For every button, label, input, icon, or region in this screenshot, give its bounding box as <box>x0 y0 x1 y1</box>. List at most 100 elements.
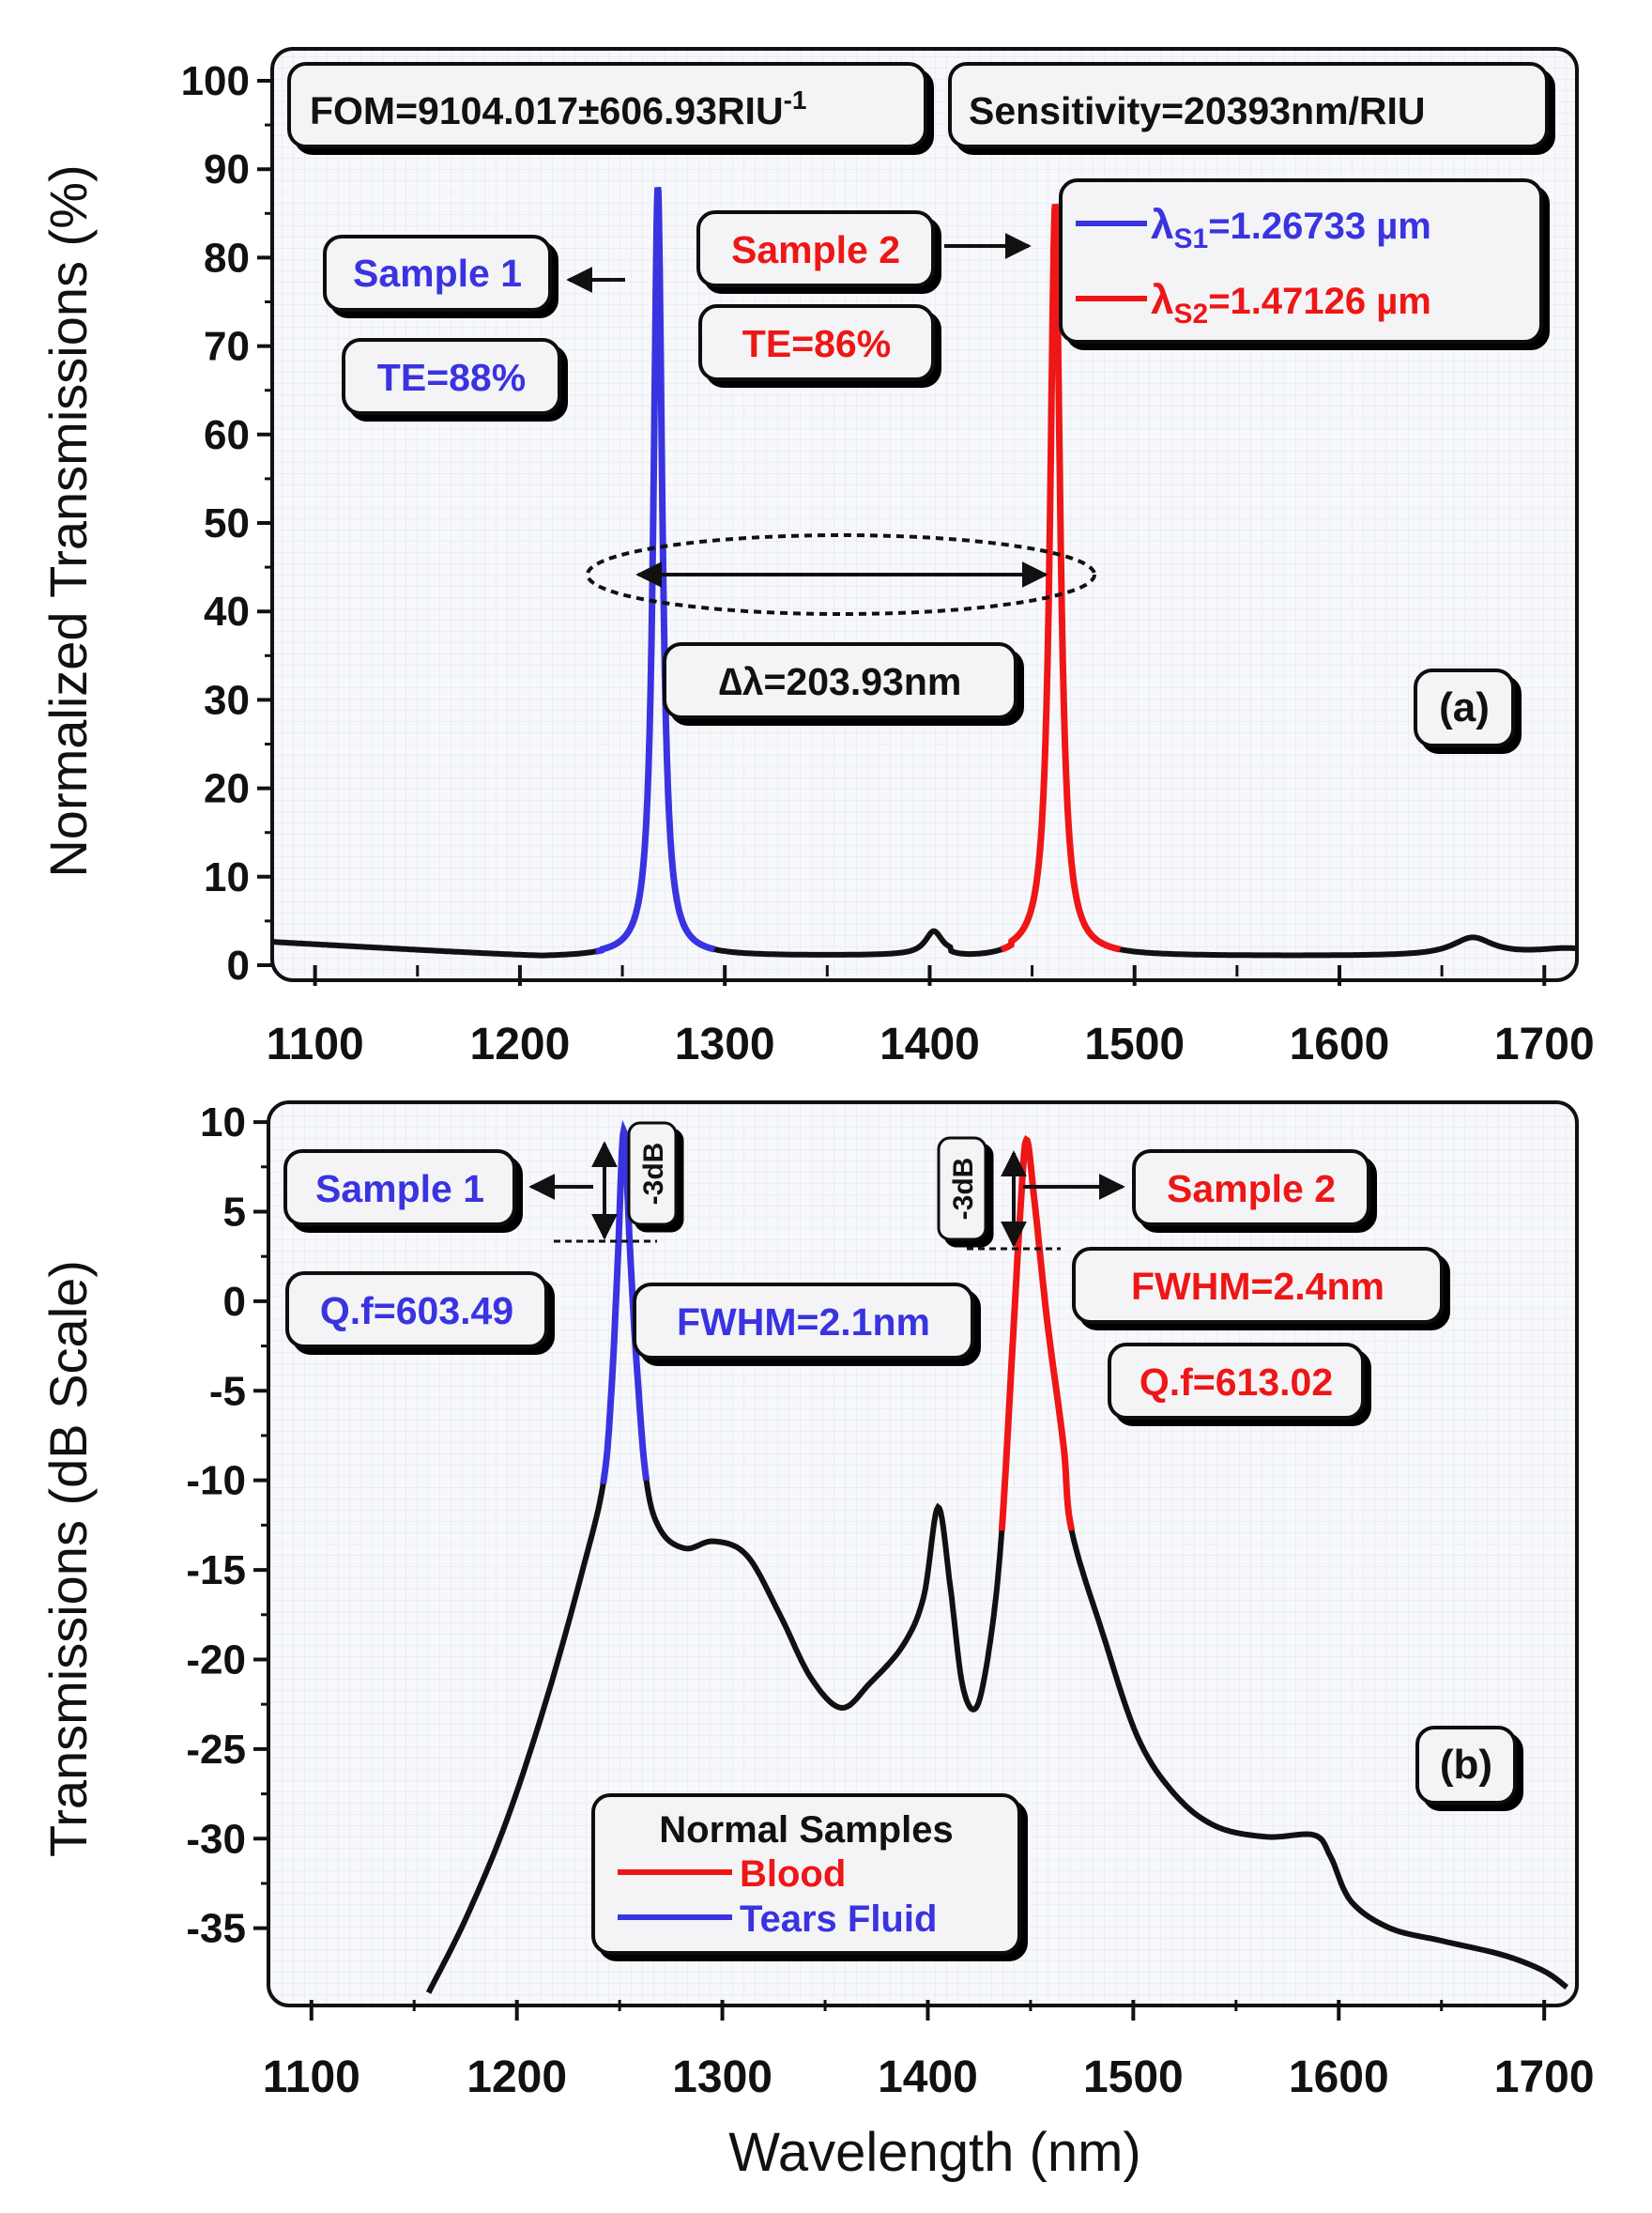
panel-b-x-ticks: 1100 1200 1300 1400 1500 1600 1700 <box>263 2000 1595 2102</box>
y-tick-label: 0 <box>223 1279 246 1325</box>
y-tick-label: 80 <box>204 235 250 281</box>
fwhm1-box: FWHM=2.1nm <box>633 1283 974 1360</box>
te2-box: TE=86% <box>698 304 935 381</box>
panel-a-ylabel: Normalized Transmissions (%) <box>38 164 98 877</box>
x-tick-label: 1100 <box>263 2052 360 2102</box>
x-tick-label: 1300 <box>672 2052 772 2102</box>
legend-blood-label: Blood <box>740 1853 846 1895</box>
panel-a-sample2-label: Sample 2 <box>731 228 900 271</box>
y-tick-label: 40 <box>204 589 250 635</box>
qf2-text: Q.f=613.02 <box>1140 1360 1333 1404</box>
y-tick-label: -10 <box>186 1458 246 1504</box>
x-tick-label: 1200 <box>470 1020 571 1069</box>
panel-a-sample1-label: Sample 1 <box>353 252 522 295</box>
delta-box: ∆λ=203.93nm <box>663 642 1017 719</box>
y-tick-label: 50 <box>204 500 250 546</box>
x-tick-label: 1500 <box>1084 1020 1185 1069</box>
qf1-box: Q.f=603.49 <box>285 1271 548 1348</box>
panel-a-black-curve <box>274 189 1575 959</box>
x-tick-label: 1700 <box>1494 1020 1595 1069</box>
qf2-box: Q.f=613.02 <box>1108 1343 1365 1420</box>
legend-s2-sub: S2 <box>1173 299 1208 330</box>
fwhm2-box: FWHM=2.4nm <box>1072 1247 1444 1324</box>
panel-b-ylabel: Transmissions (dB Scale) <box>38 1260 98 1857</box>
qf1-text: Q.f=603.49 <box>320 1289 513 1332</box>
x-tick-label: 1600 <box>1290 1020 1390 1069</box>
sensitivity-text: Sensitivity=20393nm/RIU <box>969 89 1426 132</box>
y-tick-label: 0 <box>227 943 250 989</box>
panel-b-blood-peak <box>998 1134 1076 1531</box>
x-tick-label: 1700 <box>1494 2052 1595 2102</box>
fom-text: FOM=9104.017±606.93RIU <box>310 89 784 132</box>
db3-right-box: -3dB <box>937 1136 987 1241</box>
panel-a-blood-peak <box>1000 204 1122 953</box>
panel-a-sample1-box: Sample 1 <box>323 235 552 312</box>
panel-a-y-ticks: 0 10 20 30 40 50 60 70 80 90 100 <box>181 58 274 989</box>
panel-a-label-box: (a) <box>1414 669 1515 747</box>
panel-b-label-box: (b) <box>1415 1726 1517 1805</box>
y-tick-label: -20 <box>186 1637 246 1683</box>
panel-b-sample2-box: Sample 2 <box>1132 1149 1370 1226</box>
svg-text:λS1=1.26733 µm: λS1=1.26733 µm <box>1151 202 1431 254</box>
y-tick-label: -15 <box>186 1547 246 1593</box>
legend-s1-lambda: λ <box>1151 202 1173 248</box>
y-tick-label: -25 <box>186 1727 246 1773</box>
svg-text:λS2=1.47126 µm: λS2=1.47126 µm <box>1151 277 1431 330</box>
x-tick-label: 1200 <box>467 2052 567 2102</box>
panel-b-xlabel: Wavelength (nm) <box>728 2122 1140 2183</box>
panel-b-legend: Normal Samples Blood Tears Fluid <box>591 1793 1021 1955</box>
te1-text: TE=88% <box>377 356 526 399</box>
panel-b-sample1-label: Sample 1 <box>315 1167 484 1210</box>
x-tick-label: 1300 <box>675 1020 775 1069</box>
fwhm1-text: FWHM=2.1nm <box>677 1300 930 1344</box>
sensitivity-box: Sensitivity=20393nm/RIU <box>948 62 1549 148</box>
te2-text: TE=86% <box>742 322 891 365</box>
y-tick-label: 70 <box>204 324 250 370</box>
y-tick-label: 100 <box>181 58 250 104</box>
y-tick-label: 20 <box>204 766 250 812</box>
delta-text: ∆λ=203.93nm <box>719 660 962 703</box>
panel-b-y-ticks: 10 5 0 -5 -10 -15 -20 -25 -30 -35 <box>186 1099 270 1952</box>
legend-s1-sub: S1 <box>1173 223 1208 254</box>
db3-left-text: -3dB <box>638 1143 669 1206</box>
y-tick-label: 60 <box>204 412 250 458</box>
x-tick-label: 1400 <box>878 2052 978 2102</box>
panel-a-label: (a) <box>1439 684 1490 730</box>
x-tick-label: 1400 <box>880 1020 980 1069</box>
fwhm2-text: FWHM=2.4nm <box>1131 1265 1384 1308</box>
svg-text:FOM=9104.017±606.93RIU-1: FOM=9104.017±606.93RIU-1 <box>310 85 806 132</box>
panel-a: Normalized Transmissions (%) 0 10 20 30 40 50… <box>38 47 1595 1069</box>
panel-a-sample2-box: Sample 2 <box>696 210 935 287</box>
panel-b-tears-fluid-peak <box>600 1119 650 1485</box>
delta-ellipse <box>586 533 1096 616</box>
fom-box: FOM=9104.017±606.93RIU-1 <box>287 62 927 148</box>
y-tick-label: 10 <box>204 854 250 900</box>
panel-b: Transmissions (dB Scale) Wavelength (nm)… <box>38 1099 1595 2183</box>
panel-a-tears-fluid-peak <box>595 186 716 955</box>
legend-s2-value: =1.47126 µm <box>1208 281 1431 322</box>
panel-a-legend: λS1=1.26733 µm λS2=1.47126 µm <box>1059 178 1543 344</box>
y-tick-label: 5 <box>223 1189 246 1235</box>
panel-a-x-ticks: 1100 1200 1300 1400 1500 1600 1700 <box>267 965 1595 1069</box>
panel-b-sample1-box: Sample 1 <box>283 1149 516 1226</box>
legend-title: Normal Samples <box>659 1809 953 1851</box>
y-tick-label: -30 <box>186 1816 246 1862</box>
panel-b-label: (b) <box>1440 1742 1492 1788</box>
y-tick-label: 30 <box>204 677 250 723</box>
y-tick-label: 10 <box>200 1099 246 1145</box>
db3-left-box: -3dB <box>627 1121 678 1226</box>
panel-b-sample2-label: Sample 2 <box>1167 1167 1336 1210</box>
legend-s2-lambda: λ <box>1151 277 1173 323</box>
x-tick-label: 1100 <box>267 1020 364 1069</box>
x-tick-label: 1500 <box>1083 2052 1184 2102</box>
panel-b-grid <box>270 1104 1575 2004</box>
y-tick-label: 90 <box>204 146 250 192</box>
legend-tears-label: Tears Fluid <box>740 1898 937 1940</box>
te1-box: TE=88% <box>342 338 561 415</box>
fom-superscript: -1 <box>784 85 807 115</box>
db3-right-text: -3dB <box>948 1158 979 1221</box>
y-tick-label: -35 <box>186 1906 246 1952</box>
y-tick-label: -5 <box>209 1368 246 1414</box>
legend-s1-value: =1.26733 µm <box>1208 206 1431 247</box>
